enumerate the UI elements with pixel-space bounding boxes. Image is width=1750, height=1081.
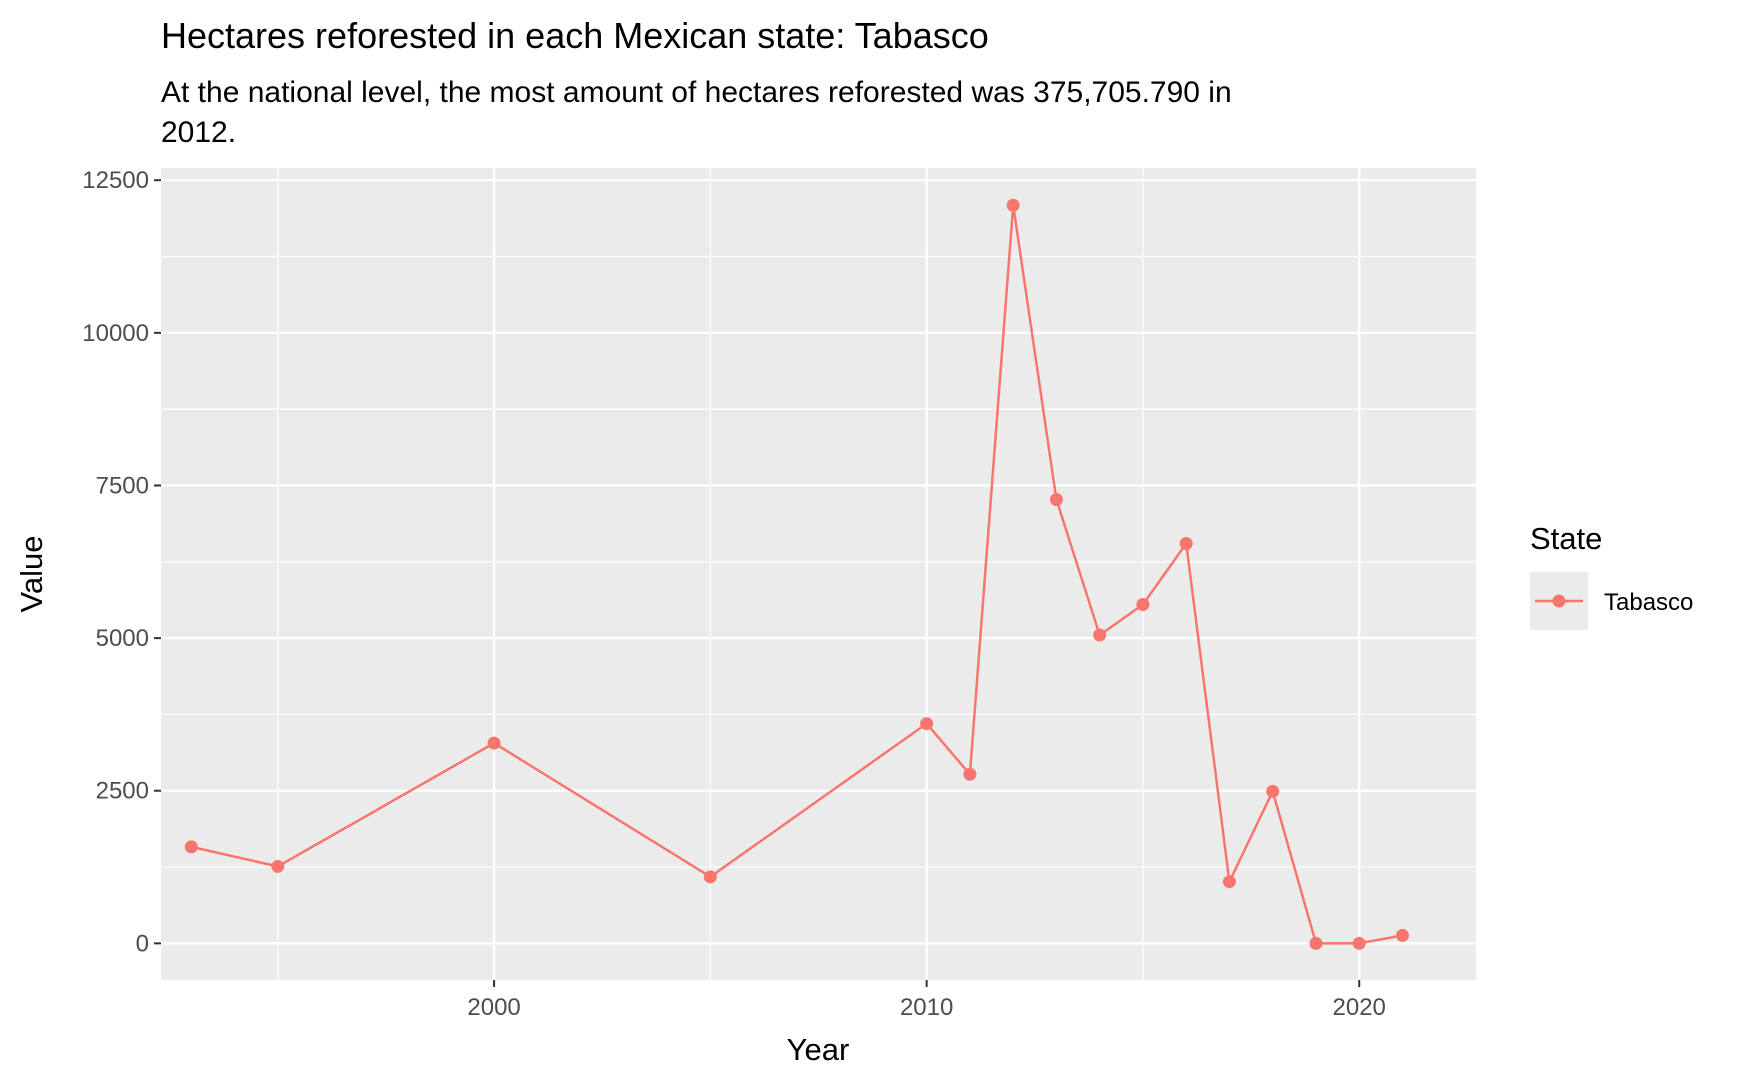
legend-key-point — [1552, 594, 1566, 608]
data-point — [1136, 598, 1150, 612]
series-line-tabasco — [191, 203, 1403, 945]
y-tick-label: 7500 — [96, 472, 149, 499]
y-tick-label: 12500 — [82, 167, 149, 194]
grid-minor — [161, 168, 1476, 980]
x-axis-title: Year — [787, 1032, 850, 1067]
x-axis: 2000 2010 2020 — [467, 980, 1386, 1021]
y-tick-label: 5000 — [96, 625, 149, 652]
x-tick-label: 2020 — [1333, 994, 1386, 1021]
data-point — [703, 870, 717, 884]
data-point — [1352, 936, 1366, 950]
legend-title: State — [1530, 521, 1602, 556]
data-point — [1049, 493, 1063, 507]
data-point — [1006, 198, 1020, 212]
data-point — [920, 717, 934, 731]
data-point — [271, 859, 285, 873]
plot-panel — [161, 168, 1476, 980]
data-point — [963, 767, 977, 781]
data-point — [1179, 536, 1193, 550]
y-tick-label: 2500 — [96, 778, 149, 805]
data-point — [1093, 628, 1107, 642]
chart-title: Hectares reforested in each Mexican stat… — [161, 15, 989, 56]
x-tick-label: 2000 — [467, 994, 520, 1021]
y-axis: 0 2500 5000 7500 10000 12500 — [82, 167, 161, 957]
legend-label-tabasco: Tabasco — [1604, 589, 1693, 616]
data-point — [487, 736, 501, 750]
y-tick-label: 10000 — [82, 320, 149, 347]
chart-subtitle-line-1: At the national level, the most amount o… — [161, 76, 1232, 109]
legend: State Tabasco — [1530, 521, 1693, 630]
data-point — [1266, 784, 1280, 798]
data-point — [1309, 936, 1323, 950]
series-layer — [184, 198, 1409, 950]
data-point — [1395, 928, 1409, 942]
chart-subtitle-line-2: 2012. — [161, 116, 236, 149]
data-point — [184, 840, 198, 854]
x-tick-label: 2010 — [900, 994, 953, 1021]
data-point — [1222, 875, 1236, 889]
y-axis-title: Value — [14, 536, 49, 613]
grid-major — [161, 168, 1476, 980]
y-tick-label: 0 — [136, 930, 149, 957]
